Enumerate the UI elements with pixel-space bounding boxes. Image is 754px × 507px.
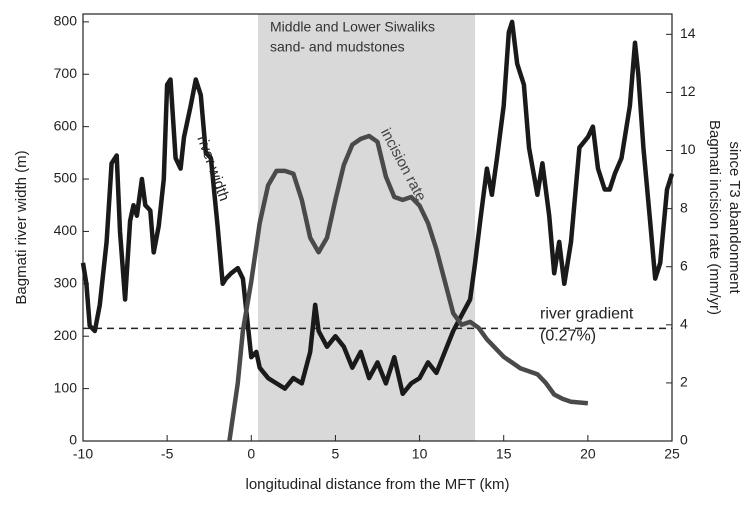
y2-tick-label: 6: [680, 257, 688, 273]
y-axis-label: Bagmati river width (m): [13, 150, 30, 304]
y2-tick-label: 14: [680, 25, 696, 41]
x-tick-label: -10: [73, 446, 93, 462]
y2-tick-label: 4: [680, 316, 688, 332]
y-tick-label: 300: [54, 275, 78, 291]
y-tick-label: 600: [54, 117, 78, 133]
y2-tick-label: 10: [680, 141, 696, 157]
plot-frame: [82, 13, 673, 442]
y-tick-label: 700: [54, 65, 78, 81]
y2-tick-label: 0: [680, 432, 688, 448]
y-tick-label: 500: [54, 170, 78, 186]
x-axis-label: longitudinal distance from the MFT (km): [246, 476, 510, 493]
x-tick-label: 5: [332, 446, 340, 462]
y-tick-label: 800: [54, 13, 78, 29]
series-line: [80, 19, 675, 397]
x-tick-label: 0: [247, 446, 255, 462]
y-tick-label: 200: [54, 327, 78, 343]
y2-axis-label: Bagmati incision rate (mm/yr): [706, 120, 723, 315]
series-line: [227, 133, 589, 442]
region-label: Middle and Lower Siwaliks: [270, 19, 435, 35]
x-tick-label: 20: [580, 446, 596, 462]
region-label: sand- and mudstones: [270, 39, 405, 55]
x-tick-label: -5: [161, 446, 174, 462]
reference-sublabel: (0.27%): [540, 328, 596, 345]
series-label: river width: [193, 133, 232, 203]
y2-tick-label: 2: [680, 374, 688, 390]
x-tick-label: 15: [496, 446, 512, 462]
y2-axis-label: since T3 abandonment: [726, 141, 743, 294]
y-tick-label: 400: [54, 222, 78, 238]
y2-tick-label: 8: [680, 199, 688, 215]
x-tick-label: 10: [412, 446, 428, 462]
reference-label: river gradient: [540, 306, 634, 323]
x-tick-label: 25: [664, 446, 680, 462]
y-tick-label: 0: [69, 432, 77, 448]
y2-tick-label: 12: [680, 83, 696, 99]
y-tick-label: 100: [54, 379, 78, 395]
